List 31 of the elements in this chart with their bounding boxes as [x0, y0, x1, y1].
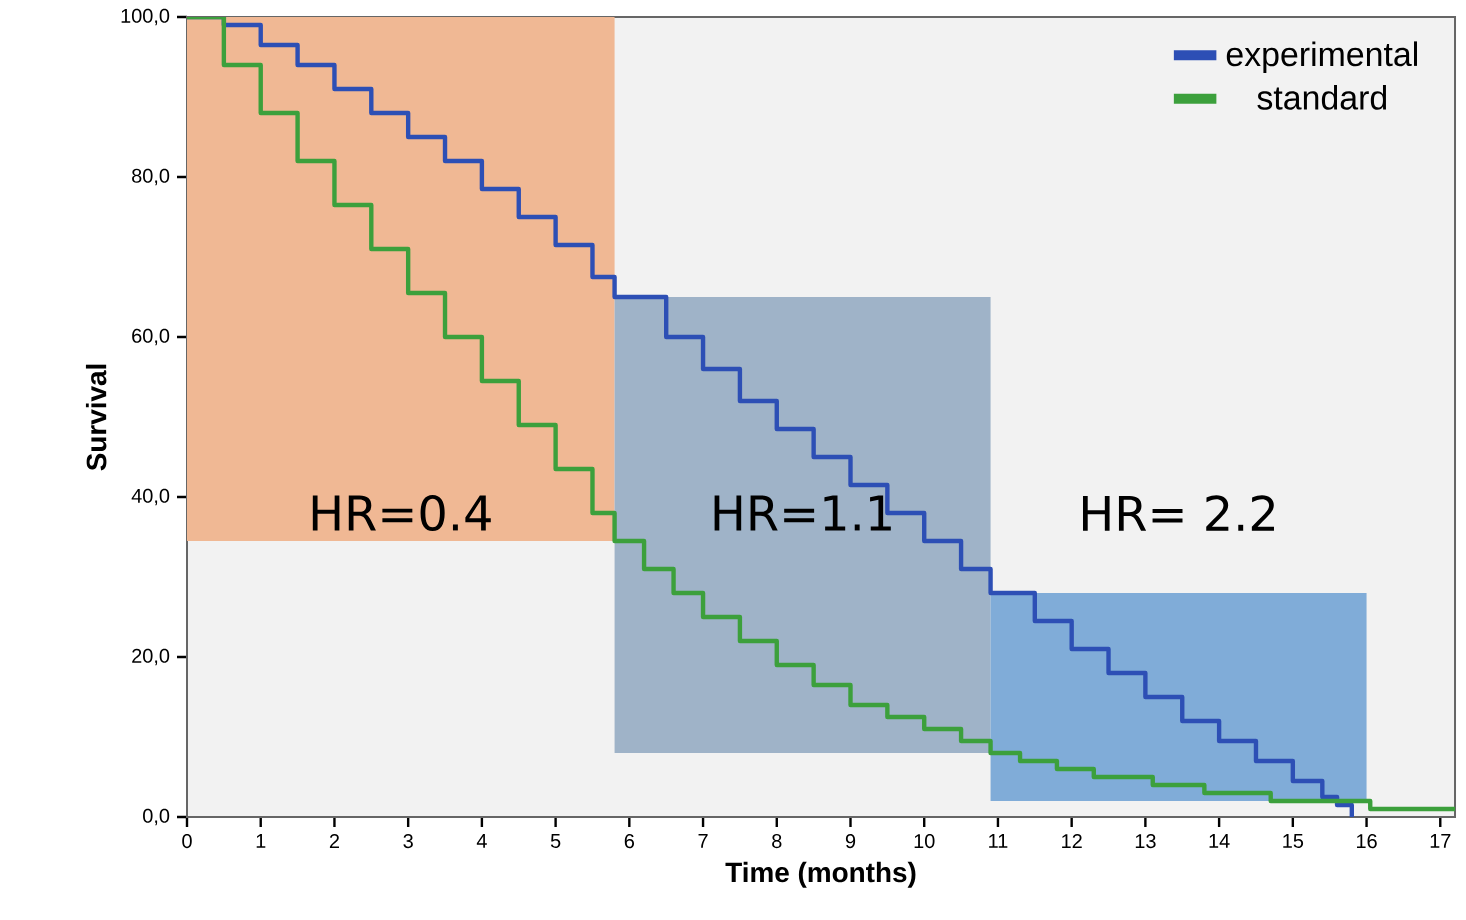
band-label: HR=1.1 [714, 495, 891, 531]
y-tick-label: 0,0 [143, 808, 170, 826]
y-tick-label: 100,0 [121, 8, 170, 26]
legend-label: experimental [1226, 41, 1417, 73]
x-tick-label: 12 [1062, 834, 1082, 848]
y-tick-label: 20,0 [132, 648, 170, 666]
x-tick-label: 15 [1283, 834, 1304, 848]
x-tick-label: 0 [182, 834, 192, 849]
band-label: HR=0.4 [312, 494, 491, 532]
x-tick-label: 17 [1430, 834, 1451, 848]
x-tick-label: 9 [845, 834, 856, 849]
x-tick-label: 3 [403, 834, 413, 849]
band-label: HR= 2.2 [1082, 495, 1274, 531]
legend-label: standard [1257, 84, 1387, 110]
y-tick-label: 60,0 [132, 328, 170, 346]
y-tick-label: 40,0 [131, 488, 170, 506]
y-tick-label: 80,0 [132, 168, 170, 186]
x-tick-label: 5 [550, 834, 561, 848]
x-tick-label: 10 [914, 834, 935, 849]
x-tick-label: 4 [476, 834, 487, 848]
x-tick-label: 11 [989, 834, 1008, 848]
x-tick-label: 2 [329, 834, 339, 848]
x-tick-label: 16 [1357, 834, 1377, 849]
x-tick-label: 13 [1135, 834, 1156, 849]
x-tick-label: 7 [698, 834, 708, 848]
x-axis-title: Time (months) [725, 861, 916, 888]
x-tick-label: 14 [1209, 834, 1230, 848]
y-axis-title: Survival [85, 364, 107, 471]
x-tick-label: 6 [624, 834, 635, 849]
x-tick-label: 1 [256, 834, 266, 848]
x-tick-label: 8 [772, 834, 782, 849]
